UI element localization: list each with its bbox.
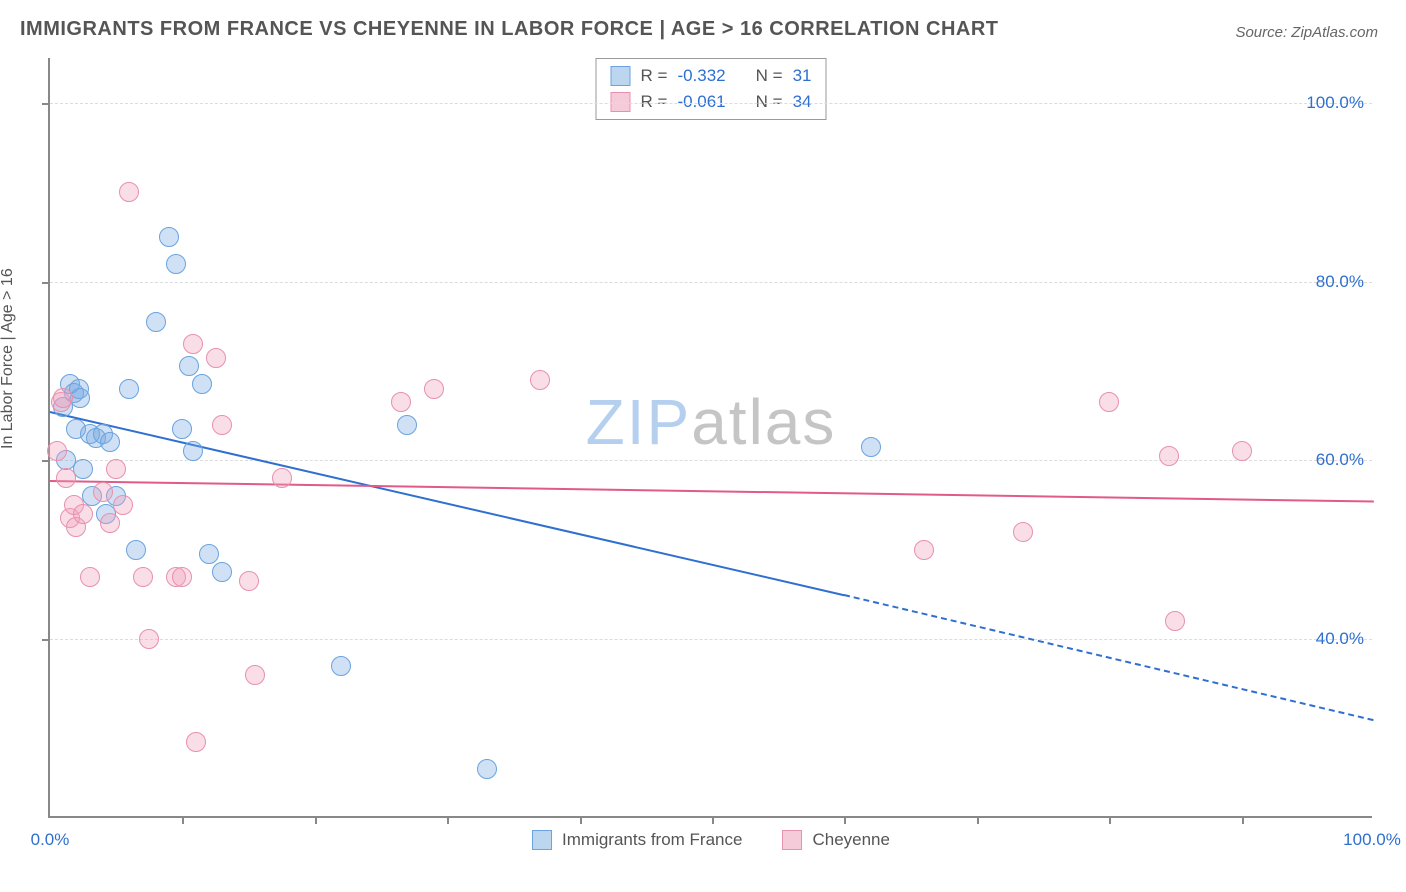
- swatch-icon: [611, 66, 631, 86]
- data-point: [106, 459, 126, 479]
- y-tick-mark: [42, 460, 50, 462]
- data-point: [1165, 611, 1185, 631]
- data-point: [245, 665, 265, 685]
- r-label: R =: [641, 63, 668, 89]
- data-point: [861, 437, 881, 457]
- data-point: [391, 392, 411, 412]
- data-point: [1232, 441, 1252, 461]
- data-point: [179, 356, 199, 376]
- watermark-atlas: atlas: [691, 386, 836, 458]
- data-point: [183, 334, 203, 354]
- y-tick-label: 80.0%: [1316, 272, 1364, 292]
- legend-entry: Immigrants from France: [532, 830, 742, 850]
- data-point: [93, 482, 113, 502]
- n-value: 31: [793, 63, 812, 89]
- x-tick-mark: [315, 816, 317, 824]
- data-point: [133, 567, 153, 587]
- gridline: [50, 282, 1372, 283]
- legend-entry: Cheyenne: [782, 830, 890, 850]
- data-point: [119, 182, 139, 202]
- data-point: [146, 312, 166, 332]
- data-point: [100, 513, 120, 533]
- series-legend: Immigrants from France Cheyenne: [532, 830, 890, 850]
- data-point: [159, 227, 179, 247]
- plot-area: ZIPatlas R = -0.332 N = 31 R = -0.061 N …: [48, 58, 1372, 818]
- watermark-zip: ZIP: [586, 386, 692, 458]
- data-point: [113, 495, 133, 515]
- correlation-legend: R = -0.332 N = 31 R = -0.061 N = 34: [596, 58, 827, 120]
- data-point: [206, 348, 226, 368]
- data-point: [100, 432, 120, 452]
- data-point: [331, 656, 351, 676]
- data-point: [477, 759, 497, 779]
- x-tick-mark: [1109, 816, 1111, 824]
- data-point: [73, 504, 93, 524]
- regression-line: [844, 594, 1374, 721]
- data-point: [53, 388, 73, 408]
- gridline: [50, 103, 1372, 104]
- x-tick-mark: [580, 816, 582, 824]
- legend-label: Immigrants from France: [562, 830, 742, 850]
- n-label: N =: [756, 63, 783, 89]
- data-point: [80, 567, 100, 587]
- x-tick-mark: [1242, 816, 1244, 824]
- regression-line: [50, 480, 1374, 503]
- data-point: [119, 379, 139, 399]
- y-tick-mark: [42, 639, 50, 641]
- chart-container: IMMIGRANTS FROM FRANCE VS CHEYENNE IN LA…: [0, 0, 1406, 892]
- y-tick-label: 40.0%: [1316, 629, 1364, 649]
- data-point: [139, 629, 159, 649]
- data-point: [424, 379, 444, 399]
- data-point: [272, 468, 292, 488]
- data-point: [172, 567, 192, 587]
- legend-label: Cheyenne: [812, 830, 890, 850]
- chart-title: IMMIGRANTS FROM FRANCE VS CHEYENNE IN LA…: [20, 18, 999, 41]
- data-point: [56, 468, 76, 488]
- x-tick-mark: [447, 816, 449, 824]
- swatch-icon: [532, 830, 552, 850]
- data-point: [47, 441, 67, 461]
- data-point: [70, 388, 90, 408]
- x-axis-min-label: 0.0%: [31, 830, 70, 850]
- data-point: [183, 441, 203, 461]
- data-point: [1159, 446, 1179, 466]
- x-tick-mark: [844, 816, 846, 824]
- r-value: -0.332: [677, 63, 725, 89]
- data-point: [212, 562, 232, 582]
- x-tick-mark: [977, 816, 979, 824]
- data-point: [1013, 522, 1033, 542]
- x-axis-max-label: 100.0%: [1343, 830, 1401, 850]
- source-label: Source: ZipAtlas.com: [1235, 24, 1378, 41]
- gridline: [50, 639, 1372, 640]
- swatch-icon: [782, 830, 802, 850]
- data-point: [172, 419, 192, 439]
- x-tick-mark: [182, 816, 184, 824]
- data-point: [212, 415, 232, 435]
- y-tick-label: 100.0%: [1306, 93, 1364, 113]
- data-point: [73, 459, 93, 479]
- y-tick-mark: [42, 282, 50, 284]
- watermark: ZIPatlas: [586, 385, 837, 459]
- data-point: [1099, 392, 1119, 412]
- legend-row: R = -0.332 N = 31: [611, 63, 812, 89]
- data-point: [397, 415, 417, 435]
- data-point: [126, 540, 146, 560]
- data-point: [166, 254, 186, 274]
- data-point: [192, 374, 212, 394]
- x-tick-mark: [712, 816, 714, 824]
- y-tick-mark: [42, 103, 50, 105]
- y-axis-title: In Labor Force | Age > 16: [0, 268, 17, 449]
- data-point: [530, 370, 550, 390]
- data-point: [186, 732, 206, 752]
- data-point: [239, 571, 259, 591]
- data-point: [914, 540, 934, 560]
- y-tick-label: 60.0%: [1316, 450, 1364, 470]
- data-point: [199, 544, 219, 564]
